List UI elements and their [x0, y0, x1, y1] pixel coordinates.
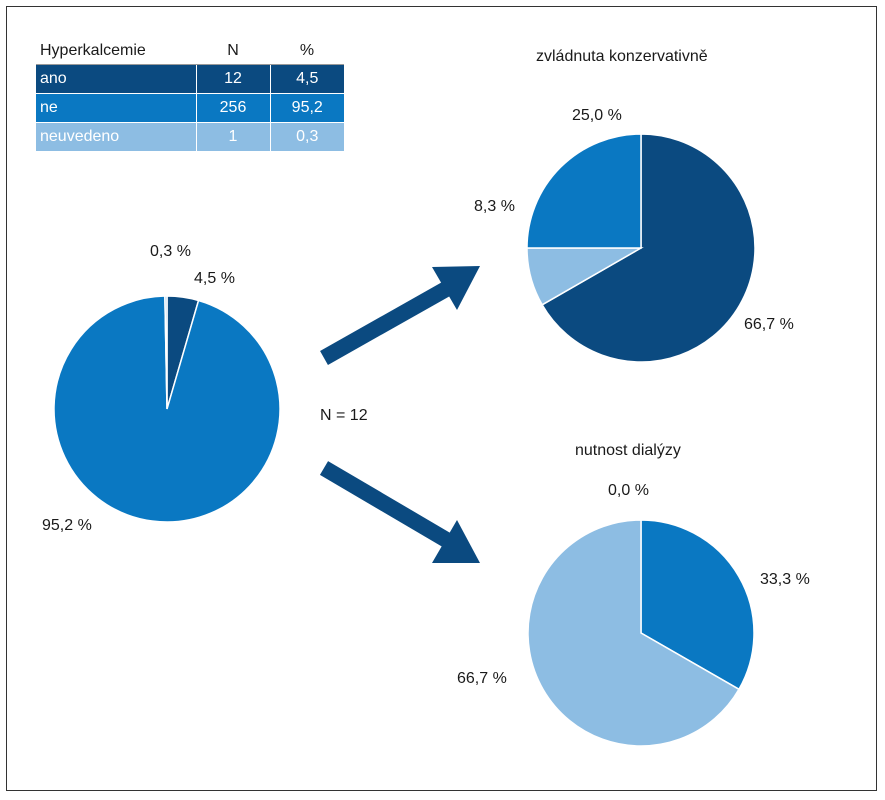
label-dial-33: 33,3 % [760, 571, 810, 588]
row-pct: 95,2 [269, 93, 344, 123]
header-hyperkalcemie: Hyperkalcemie [36, 38, 196, 65]
row-n: 256 [195, 93, 270, 123]
label-konz-8: 8,3 % [474, 198, 515, 215]
arrow-up [320, 266, 480, 365]
table-row-ne: ne 256 95,2 [36, 93, 344, 123]
pie-hyperkalcemie [53, 295, 281, 523]
slice-dial-33 [640, 519, 755, 691]
table-header-row: Hyperkalcemie N % [36, 38, 344, 65]
row-pct: 0,3 [269, 122, 344, 151]
label-ne: 95,2 % [42, 517, 92, 534]
pie-title-dialyzy: nutnost dialýzy [575, 442, 681, 459]
pie-zvladnuta-konzervativne [526, 133, 756, 363]
row-n: 12 [195, 64, 270, 94]
slice-neuvedeno [164, 295, 168, 410]
pie-title-zvladnuta: zvládnuta konzervativně [536, 48, 708, 65]
pie-nutnost-dialyzy [527, 519, 755, 747]
center-n-label: N = 12 [320, 407, 368, 424]
label-ano: 4,5 % [194, 270, 235, 287]
table-row-ano: ano 12 4,5 [36, 64, 344, 94]
label-neuvedeno: 0,3 % [150, 243, 191, 260]
slice-konz-66 [541, 133, 756, 363]
row-pct: 4,5 [269, 64, 344, 94]
arrow-down [319, 461, 480, 563]
slice-dial-66 [527, 519, 741, 747]
figure-frame [6, 6, 877, 791]
row-label: ne [36, 93, 196, 123]
label-konz-25: 25,0 % [572, 107, 622, 124]
row-n: 1 [195, 122, 270, 151]
slice-konz-25 [526, 133, 642, 249]
table-row-neuvedeno: neuvedeno 1 0,3 [36, 122, 344, 151]
row-label: ano [36, 64, 196, 94]
label-konz-66: 66,7 % [744, 316, 794, 333]
hyperkalcemie-table: Hyperkalcemie N % ano 12 4,5 ne 256 95,2… [36, 38, 344, 151]
label-dial-0: 0,0 % [608, 482, 649, 499]
row-label: neuvedeno [36, 122, 196, 151]
label-dial-66: 66,7 % [457, 670, 507, 687]
